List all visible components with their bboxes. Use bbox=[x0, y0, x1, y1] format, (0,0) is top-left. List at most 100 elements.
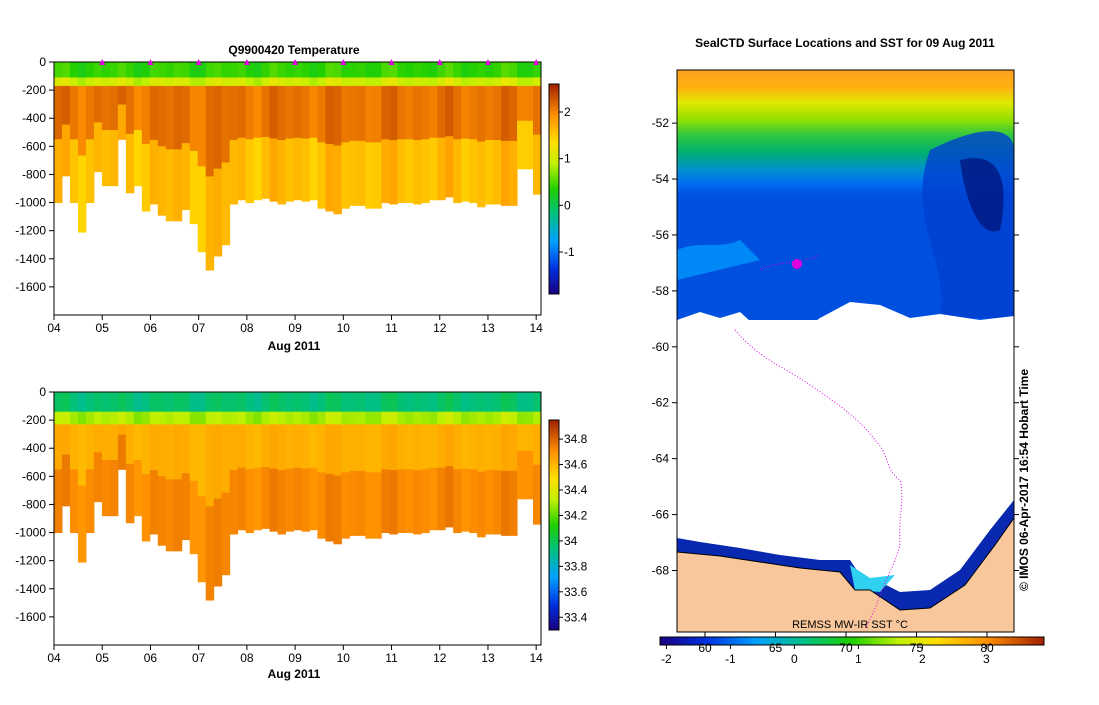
temperature-cell bbox=[389, 85, 398, 141]
temperature-cell bbox=[349, 77, 358, 87]
temperature-cell bbox=[509, 62, 518, 78]
temperature-cell bbox=[149, 85, 159, 141]
salinity-cell bbox=[197, 424, 207, 497]
salinity-cell bbox=[229, 424, 239, 471]
temperature-cell bbox=[237, 85, 247, 139]
salinity-y-tick-label: -1600 bbox=[15, 610, 46, 624]
temperature-cell bbox=[517, 77, 526, 87]
temperature-cell bbox=[125, 77, 135, 87]
temperature-x-tick-label: 09 bbox=[288, 321, 302, 335]
temperature-cell bbox=[397, 77, 406, 87]
salinity-cell bbox=[437, 411, 446, 425]
temperature-cell bbox=[501, 62, 510, 78]
temperature-x-tick-label: 14 bbox=[529, 321, 543, 335]
temperature-cell bbox=[253, 137, 263, 201]
temperature-cell bbox=[453, 77, 462, 87]
salinity-cell bbox=[173, 411, 183, 425]
temperature-cell bbox=[69, 85, 79, 140]
sst-map bbox=[677, 70, 1014, 632]
salinity-cell bbox=[301, 424, 310, 470]
temperature-cell bbox=[301, 77, 310, 87]
temperature-cell bbox=[469, 77, 478, 87]
temperature-cell bbox=[309, 77, 318, 87]
temperature-cell bbox=[413, 62, 422, 78]
salinity-cell bbox=[269, 468, 279, 532]
salinity-cell bbox=[101, 424, 111, 461]
salinity-cell bbox=[229, 411, 239, 425]
salinity-cell bbox=[141, 473, 151, 542]
salinity-cell bbox=[517, 411, 526, 425]
temperature-cell bbox=[341, 85, 350, 143]
temperature-y-tick-label: -200 bbox=[22, 83, 46, 97]
temperature-cell bbox=[253, 85, 263, 139]
salinity-cell bbox=[221, 392, 231, 413]
salinity-cell bbox=[397, 411, 406, 425]
salinity-cell bbox=[397, 392, 406, 413]
temperature-cell bbox=[69, 77, 79, 87]
salinity-cell bbox=[109, 424, 119, 461]
salinity-cell bbox=[109, 392, 119, 413]
sst-colorbar-tick-label: 2 bbox=[919, 652, 926, 666]
salinity-cell bbox=[213, 424, 223, 500]
temperature-cell bbox=[517, 62, 526, 78]
salinity-cell bbox=[373, 411, 382, 425]
salinity-cell bbox=[54, 469, 63, 534]
salinity-cell bbox=[85, 411, 95, 425]
salinity-cell bbox=[181, 424, 191, 474]
salinity-cell bbox=[61, 411, 71, 425]
seal-track-north bbox=[759, 254, 821, 271]
temperature-cell bbox=[477, 85, 486, 143]
temperature-cell bbox=[173, 62, 183, 78]
temperature-cell bbox=[197, 166, 207, 253]
salinity-cell bbox=[357, 470, 366, 536]
salinity-cell bbox=[445, 392, 454, 413]
salinity-cell bbox=[501, 392, 510, 413]
temperature-cell bbox=[109, 130, 119, 187]
salinity-cell bbox=[213, 392, 223, 413]
temperature-cell bbox=[461, 77, 470, 87]
temperature-cell bbox=[421, 77, 430, 87]
salinity-cell bbox=[525, 411, 534, 425]
salinity-cell bbox=[325, 411, 334, 425]
temperature-cell bbox=[517, 85, 526, 122]
temperature-cell bbox=[117, 85, 127, 106]
salinity-cell bbox=[173, 424, 183, 480]
salinity-cell bbox=[397, 424, 406, 470]
temperature-cell bbox=[77, 62, 87, 78]
temperature-cell bbox=[149, 77, 159, 87]
salinity-y-tick-label: -1400 bbox=[15, 582, 46, 596]
salinity-cell bbox=[133, 424, 143, 461]
temperature-cell bbox=[445, 136, 454, 198]
temperature-cell bbox=[269, 85, 279, 140]
temperature-cell bbox=[413, 85, 422, 141]
salinity-cell bbox=[85, 469, 95, 534]
salinity-cell bbox=[437, 424, 446, 469]
temperature-cell bbox=[133, 62, 143, 78]
temperature-cell bbox=[165, 85, 175, 150]
latitude-tick-label: -68 bbox=[652, 563, 670, 577]
salinity-colorbar-tick-label: 34 bbox=[564, 534, 578, 548]
temperature-cell bbox=[389, 77, 398, 87]
temperature-cell bbox=[397, 62, 406, 78]
temperature-cell bbox=[317, 77, 326, 87]
salinity-cell bbox=[445, 424, 454, 467]
temperature-cell bbox=[373, 85, 382, 143]
salinity-cell bbox=[125, 424, 135, 465]
temperature-cell bbox=[245, 77, 255, 87]
salinity-cell bbox=[245, 424, 255, 470]
salinity-cell bbox=[333, 411, 342, 425]
temperature-cell bbox=[333, 77, 342, 87]
temperature-cell bbox=[349, 140, 358, 206]
temperature-cell bbox=[325, 77, 334, 87]
temperature-cell bbox=[213, 168, 223, 257]
temperature-cell bbox=[437, 137, 446, 201]
salinity-x-label: Aug 2011 bbox=[268, 667, 321, 681]
salinity-cell bbox=[77, 411, 87, 425]
salinity-cell bbox=[245, 469, 255, 534]
salinity-cell bbox=[125, 411, 135, 425]
salinity-cell bbox=[221, 492, 231, 576]
salinity-colorbar-tick-label: 33.8 bbox=[564, 559, 588, 573]
temperature-cell bbox=[301, 85, 310, 140]
salinity-cell bbox=[165, 479, 175, 552]
salinity-cell bbox=[213, 498, 223, 587]
